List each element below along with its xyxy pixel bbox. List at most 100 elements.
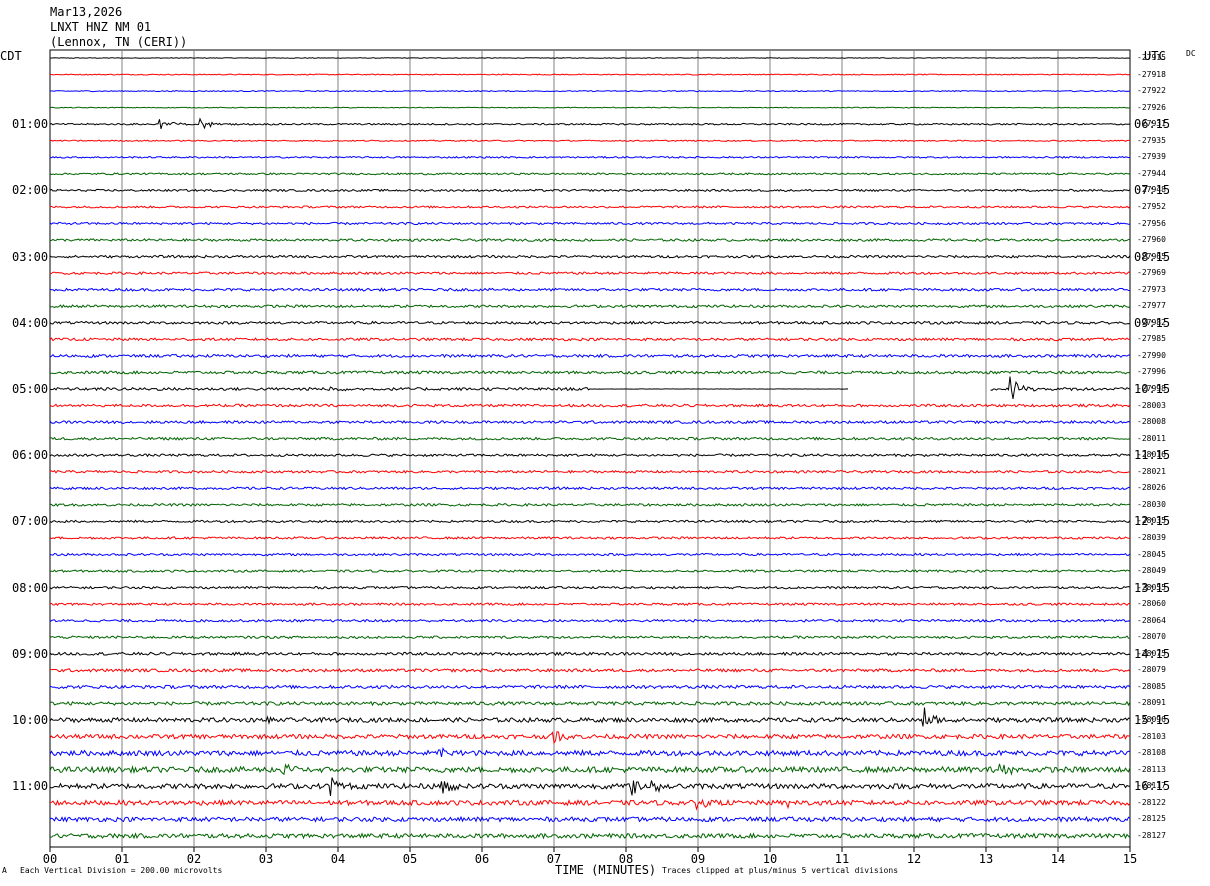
left-time-label: 01:00 bbox=[12, 117, 49, 132]
dc-offset-label: -28035 bbox=[1137, 516, 1166, 526]
trace-line bbox=[49, 139, 1130, 142]
right-time-label: 10:15 bbox=[1134, 382, 1171, 396]
location-label: (Lennox, TN (CERI)) bbox=[50, 35, 188, 49]
dc-offset-label: -28026 bbox=[1137, 483, 1166, 493]
trace-line bbox=[49, 90, 1131, 93]
dc-offset-label: -28070 bbox=[1137, 632, 1166, 642]
trace-line bbox=[49, 419, 1131, 425]
dc-offset-label: -27977 bbox=[1137, 301, 1166, 311]
trace-line bbox=[49, 172, 1131, 176]
x-tick-label: 03 bbox=[258, 852, 274, 866]
plot-frame bbox=[49, 49, 1131, 848]
dc-offset-label: -27939 bbox=[1137, 152, 1166, 162]
dc-offset-label: -27944 bbox=[1137, 168, 1166, 178]
dc-offset-label: -28108 bbox=[1137, 748, 1166, 758]
x-tick-label: 02 bbox=[186, 852, 202, 866]
trace-line bbox=[49, 469, 1131, 474]
trace-line bbox=[49, 238, 1131, 243]
dc-offset-label: -28113 bbox=[1137, 764, 1166, 774]
left-time-label: 10:00 bbox=[12, 713, 49, 727]
dc-offset-label: -28003 bbox=[1137, 400, 1166, 410]
dc-offset-label: -27960 bbox=[1137, 235, 1166, 245]
x-tick-label: 09 bbox=[690, 852, 706, 866]
trace-line bbox=[49, 602, 1131, 607]
left-time-label: 04:00 bbox=[12, 315, 49, 330]
trace-line bbox=[49, 376, 1131, 399]
trace-line bbox=[49, 188, 1131, 193]
trace-line bbox=[49, 254, 1131, 259]
left-time-label: 05:00 bbox=[12, 382, 49, 396]
dc-label: DC bbox=[1186, 49, 1196, 58]
trace-line bbox=[49, 287, 1130, 292]
right-time-label: 08:15 bbox=[1134, 249, 1171, 264]
trace-line bbox=[49, 519, 1131, 524]
trace-line bbox=[49, 320, 1131, 325]
trace-line bbox=[49, 763, 1131, 776]
right-time-label: 06:15 bbox=[1134, 117, 1171, 132]
dc-offset-label: -28021 bbox=[1137, 466, 1166, 476]
right-time-label: 16:15 bbox=[1134, 779, 1171, 794]
trace-line bbox=[49, 205, 1131, 209]
trace-line bbox=[49, 569, 1131, 573]
trace-line bbox=[49, 635, 1131, 640]
right-timezone-label: UTC bbox=[1144, 49, 1166, 63]
dc-offset-label: -27952 bbox=[1137, 201, 1166, 211]
x-tick-label: 05 bbox=[402, 852, 418, 866]
dc-offset-label: -28096 bbox=[1137, 715, 1166, 724]
left-time-label: 02:00 bbox=[12, 183, 49, 198]
dc-offset-label: -28008 bbox=[1137, 417, 1166, 427]
dc-offset-label: -28103 bbox=[1137, 731, 1166, 741]
left-time-label: 06:00 bbox=[12, 448, 49, 463]
dc-offset-label: -28091 bbox=[1137, 698, 1166, 708]
trace-line bbox=[49, 815, 1131, 823]
x-tick-label: 06 bbox=[474, 852, 490, 866]
left-time-label: 03:00 bbox=[12, 249, 49, 264]
station-label: LNXT HNZ NM 01 bbox=[50, 20, 152, 34]
dc-offset-label: -28060 bbox=[1137, 599, 1166, 609]
dc-offset-label: -27948 bbox=[1137, 185, 1166, 195]
trace-line bbox=[49, 798, 1131, 811]
dc-offset-label: -27956 bbox=[1137, 218, 1166, 228]
trace-line bbox=[49, 106, 1131, 109]
left-time-label: 09:00 bbox=[12, 646, 49, 661]
trace-line bbox=[49, 700, 1131, 707]
dc-offset-label: -28030 bbox=[1137, 499, 1166, 509]
trace-line bbox=[49, 552, 1131, 557]
dc-offset-label: -28049 bbox=[1137, 566, 1166, 576]
left-time-label: 07:00 bbox=[12, 514, 49, 529]
right-time-label: 09:15 bbox=[1134, 315, 1171, 330]
trace-line bbox=[49, 271, 1131, 276]
dc-offset-label: -27915 bbox=[1137, 53, 1166, 62]
trace-line bbox=[49, 486, 1131, 491]
right-time-label: 15:15 bbox=[1134, 713, 1171, 727]
x-tick-label: 14 bbox=[1050, 852, 1066, 866]
trace-line bbox=[49, 746, 1131, 758]
dc-offset-label: -27969 bbox=[1137, 268, 1166, 278]
trace-line bbox=[49, 777, 1131, 796]
dc-offset-label: -28117 bbox=[1137, 781, 1166, 791]
dc-offset-label: -28122 bbox=[1137, 797, 1166, 807]
trace-line bbox=[49, 618, 1131, 623]
x-tick-label: 10 bbox=[762, 852, 778, 866]
dc-offset-label: -28045 bbox=[1137, 549, 1166, 559]
clip-note: Traces clipped at plus/minus 5 vertical … bbox=[662, 866, 899, 875]
dc-offset-label: -27985 bbox=[1137, 334, 1166, 344]
corner-mark: A bbox=[2, 866, 7, 875]
trace-line bbox=[50, 436, 1131, 441]
x-tick-label: 01 bbox=[114, 852, 130, 866]
dc-offset-label: -27918 bbox=[1137, 69, 1166, 79]
trace-line bbox=[49, 502, 1131, 507]
trace-line bbox=[49, 117, 1131, 130]
left-time-label: 11:00 bbox=[12, 779, 49, 794]
right-time-label: 14:15 bbox=[1134, 646, 1171, 661]
trace-line bbox=[49, 667, 1131, 673]
trace-line bbox=[49, 707, 1131, 727]
dc-offset-label: -27973 bbox=[1137, 284, 1166, 294]
trace-line bbox=[49, 651, 1131, 657]
dc-offset-label: -27998 bbox=[1137, 384, 1166, 393]
dc-offset-label: -28127 bbox=[1137, 830, 1166, 840]
x-tick-label: 07 bbox=[546, 852, 562, 866]
trace-line bbox=[49, 536, 1131, 540]
x-tick-label: 11 bbox=[834, 852, 850, 866]
